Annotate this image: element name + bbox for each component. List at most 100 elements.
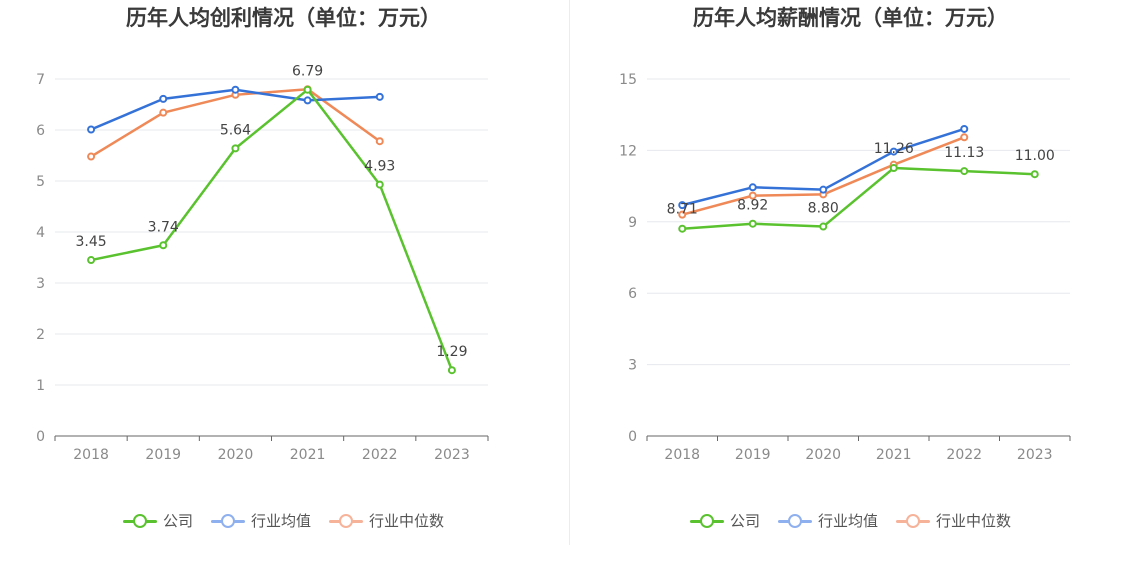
series-industry-avg xyxy=(87,85,384,134)
data-point-industry-avg xyxy=(748,183,757,192)
data-point-industry-avg xyxy=(231,85,240,94)
data-point-company xyxy=(87,256,96,265)
data-label: 3.45 xyxy=(75,234,106,250)
data-point-industry-avg xyxy=(960,124,969,133)
data-label: 5.64 xyxy=(220,122,251,138)
series-company xyxy=(678,164,1039,233)
x-tick-label: 2018 xyxy=(73,447,109,463)
y-tick-label: 0 xyxy=(36,429,45,445)
series-industry-avg xyxy=(678,124,969,210)
legend-industry-avg-marker-icon xyxy=(210,513,245,529)
y-tick-label: 12 xyxy=(619,143,637,159)
data-point-industry-avg xyxy=(159,94,168,103)
data-point-company xyxy=(1030,170,1039,179)
x-tick-label: 2018 xyxy=(664,447,700,463)
data-point-industry-median xyxy=(748,191,757,200)
y-tick-label: 0 xyxy=(628,429,637,445)
x-tick-label: 2023 xyxy=(434,447,470,463)
legend-industry-avg[interactable]: 行业均值 xyxy=(777,510,878,531)
data-point-industry-avg xyxy=(375,92,384,101)
data-point-industry-avg xyxy=(87,125,96,134)
legend-industry-avg-label: 行业均值 xyxy=(250,512,311,530)
data-point-company xyxy=(447,366,456,375)
data-point-industry-avg xyxy=(678,201,687,210)
data-point-company xyxy=(678,224,687,233)
data-point-company xyxy=(303,85,312,94)
y-tick-label: 3 xyxy=(36,276,45,292)
data-label: 1.29 xyxy=(436,344,467,360)
y-tick-label: 15 xyxy=(619,72,637,88)
legend-industry-avg-marker-icon xyxy=(777,513,812,529)
legend-industry-median[interactable]: 行业中位数 xyxy=(329,510,444,531)
data-label: 11.26 xyxy=(874,141,914,157)
x-tick-label: 2019 xyxy=(145,447,181,463)
legend-company-label: 公司 xyxy=(729,512,760,530)
y-tick-label: 3 xyxy=(628,358,637,374)
data-label: 3.74 xyxy=(148,219,179,235)
data-label: 8.92 xyxy=(737,198,768,214)
y-tick-label: 2 xyxy=(36,327,45,343)
data-point-company xyxy=(819,222,828,231)
data-point-industry-avg xyxy=(889,147,898,156)
data-point-company xyxy=(231,144,240,153)
profit-chart-legend: 公司 行业均值 行业中位数 xyxy=(0,510,567,531)
data-label: 11.00 xyxy=(1015,148,1055,164)
legend-industry-median-label: 行业中位数 xyxy=(369,512,445,530)
series-line-company xyxy=(90,88,454,371)
legend-company-marker-icon xyxy=(122,513,157,529)
data-point-industry-median xyxy=(87,152,96,161)
panel-divider xyxy=(569,0,570,545)
grid-lines xyxy=(647,78,1070,366)
data-point-company xyxy=(748,219,757,228)
profit-chart-title: 历年人均创利情况（单位：万元） xyxy=(126,6,441,30)
legend-industry-median-marker-icon xyxy=(896,513,930,529)
legend-industry-median-marker-icon xyxy=(329,513,363,529)
legend-industry-median-label: 行业中位数 xyxy=(936,512,1012,530)
data-point-industry-median xyxy=(375,137,384,146)
data-point-company xyxy=(960,167,969,176)
salary-chart-title: 历年人均薪酬情况（单位：万元） xyxy=(693,6,1008,30)
series-company xyxy=(87,85,456,375)
legend-industry-avg-label: 行业均值 xyxy=(817,512,878,530)
data-label: 4.93 xyxy=(364,159,395,175)
series-line-company xyxy=(682,166,1035,230)
data-point-industry-median xyxy=(159,108,168,117)
y-tick-label: 5 xyxy=(36,174,45,190)
data-point-company xyxy=(889,164,898,173)
data-point-industry-avg xyxy=(819,185,828,194)
profit-chart-panel: 历年人均创利情况（单位：万元） 0 1 2 3 4 5 6 7 2018 2019 2020 2021… xyxy=(0,6,567,531)
legend-industry-avg[interactable]: 行业均值 xyxy=(210,510,311,531)
salary-chart-legend: 公司 行业均值 行业中位数 xyxy=(567,510,1134,531)
x-tick-label: 2020 xyxy=(218,447,254,463)
legend-company[interactable]: 公司 xyxy=(122,510,193,531)
data-label: 11.13 xyxy=(944,145,984,161)
x-tick-label: 2021 xyxy=(876,447,912,463)
data-point-industry-median xyxy=(678,210,687,219)
profit-chart-svg: 0 1 2 3 4 5 6 7 2018 2019 2020 2021 2022 2023 3.45 3.74… xyxy=(36,64,489,463)
x-tick-label: 2022 xyxy=(362,447,398,463)
grid-lines xyxy=(55,78,488,386)
data-label: 8.71 xyxy=(667,202,698,218)
legend-company-marker-icon xyxy=(689,513,724,529)
y-tick-label: 6 xyxy=(628,286,637,302)
y-tick-label: 7 xyxy=(36,72,45,88)
data-point-industry-median xyxy=(960,133,969,142)
data-point-company xyxy=(375,180,384,189)
x-tick-label: 2019 xyxy=(735,447,771,463)
legend-company[interactable]: 公司 xyxy=(689,510,760,531)
data-label: 6.79 xyxy=(292,64,323,80)
x-tick-label: 2021 xyxy=(290,447,326,463)
x-tick-label: 2022 xyxy=(946,447,982,463)
salary-chart-svg: 0 3 6 9 12 15 2018 2019 2020 2021 2022 2023 8.71 8.92… xyxy=(619,72,1071,463)
data-point-industry-avg xyxy=(303,96,312,105)
y-tick-label: 9 xyxy=(628,215,637,231)
salary-chart-panel: 历年人均薪酬情况（单位：万元） 0 3 6 9 12 15 2018 2019 2020 2021… xyxy=(567,0,1134,582)
y-tick-label: 1 xyxy=(36,378,45,394)
data-point-company xyxy=(159,241,168,250)
data-label: 8.80 xyxy=(808,201,839,217)
legend-industry-median[interactable]: 行业中位数 xyxy=(896,510,1011,531)
y-tick-label: 4 xyxy=(36,225,45,241)
legend-company-label: 公司 xyxy=(162,512,193,530)
x-tick-label: 2020 xyxy=(805,447,841,463)
x-tick-label: 2023 xyxy=(1017,447,1053,463)
